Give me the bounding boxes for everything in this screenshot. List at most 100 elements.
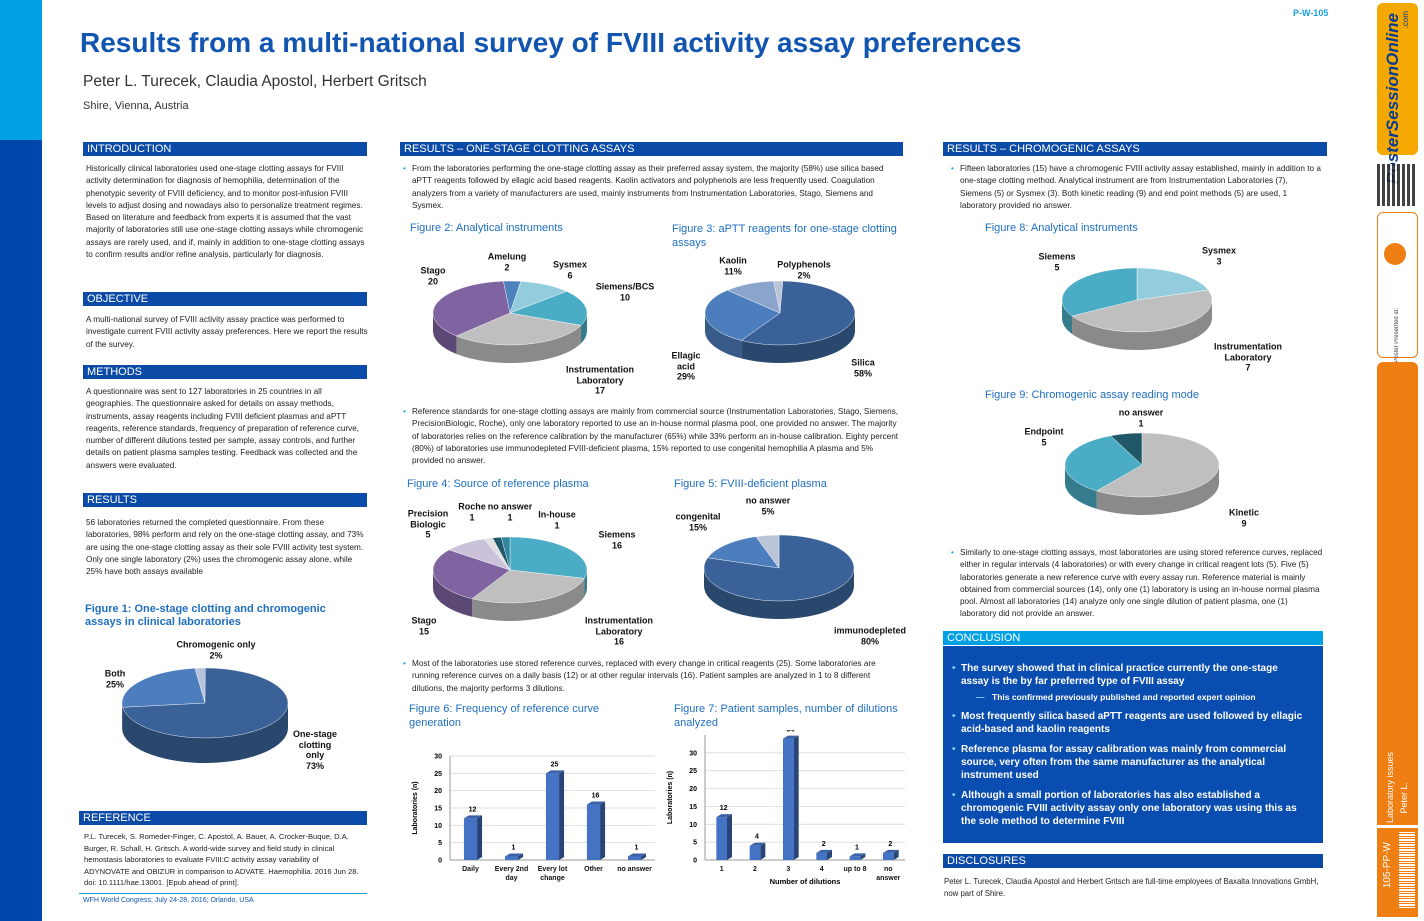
x-tick-label: 3: [786, 866, 791, 873]
pie-label-name: Ellagic acid: [671, 350, 701, 371]
pie-label-value: 6: [567, 270, 573, 280]
bar-top: [816, 849, 832, 853]
figure: Sysmex 3 Instrumentation Laboratory 7 Siemen…: [1010, 240, 1310, 385]
bar: [545, 773, 560, 860]
bar-value-label: 2: [888, 841, 892, 848]
pie-label: immunodepleted 80%: [830, 626, 910, 647]
bar-side: [641, 853, 647, 860]
pie-label-value: 20: [427, 276, 438, 286]
pie-label: no answer 5%: [738, 496, 798, 517]
pie-label-name: Instrumentation Laboratory: [565, 364, 634, 385]
figure-title: Figure 9: Chromogenic assay reading mode: [985, 389, 1200, 401]
id-box: 105-PP-W: [1377, 828, 1418, 917]
footer: WFH World Congress; July 24-28, 2016; Or…: [83, 897, 254, 904]
x-tick-label: 2: [753, 866, 757, 873]
pie-label-name: Polyphenols: [777, 259, 831, 270]
stripe: [0, 140, 42, 921]
bar-top: [586, 801, 606, 805]
figure-title: Figure 4: Source of reference plasma: [407, 478, 589, 490]
pie-label-name: Siemens: [598, 529, 636, 540]
pie-label: Precision Biologic 5: [403, 508, 453, 540]
pie-slice: [704, 290, 781, 341]
pie-label: Siemens 16: [577, 530, 657, 551]
bar-value-label: 1: [512, 845, 516, 852]
pie-label-name: Roche: [458, 501, 486, 512]
bar-side: [893, 849, 899, 860]
pie-label: Siemens/BCS 10: [585, 282, 665, 303]
bar-top: [627, 853, 647, 857]
pie-side: [1096, 465, 1219, 516]
figure: Kinetic 9 Endpoint 5 no answer 1: [1010, 400, 1310, 540]
bar-value-label: 12: [469, 806, 477, 813]
pie-label-value: 1: [507, 512, 513, 522]
chart: [1061, 267, 1213, 350]
bar: [716, 817, 727, 860]
poster-code: P-W-105: [1293, 8, 1329, 18]
figure-title: Figure 7: Patient samples, number of dil…: [674, 703, 898, 729]
bar-side: [600, 801, 606, 860]
figure: Chromogenic only 2% One-stage clotting onl…: [83, 635, 367, 785]
bar-side: [559, 770, 565, 860]
pie-side: [433, 313, 457, 354]
pie-side: [705, 313, 742, 359]
chart: 0 5 10 15 20 25 30 Laboratories (n) Number of di…: [667, 730, 905, 886]
bar-top: [463, 815, 483, 819]
pie-side: [704, 568, 854, 619]
x-tick-label: Daily: [462, 866, 479, 873]
x-tick-label: Every lot change: [537, 866, 568, 882]
figure: 0 5 10 15 20 25 30 Laboratories (n) 12 1 25 16 1 Dail…: [405, 730, 660, 890]
pie-label: Instrumentation Laboratory 16: [579, 615, 659, 647]
bar-value-label: 25: [551, 761, 559, 768]
bar-top: [749, 842, 766, 846]
pie-label-name: Silica: [851, 357, 875, 368]
bar: [816, 852, 827, 860]
pie-label: no answer 1: [1111, 408, 1171, 429]
bar: [504, 856, 519, 860]
bar-value-label: 12: [720, 805, 728, 812]
pie-label: Silica 58%: [823, 358, 903, 379]
pie-side: [122, 703, 123, 733]
pie-label-value: 73%: [305, 760, 324, 771]
x-tick-label: Other: [584, 866, 603, 873]
pie-label-name: Siemens/BCS: [595, 281, 655, 292]
brand-suffix: .com: [1401, 11, 1410, 29]
section-heading: DISCLOSURES: [943, 854, 1323, 868]
bar-value-label: 1: [635, 845, 639, 852]
pie-label-value: 3: [1216, 256, 1222, 266]
pie-label-name: no answer: [487, 501, 533, 512]
bar-side: [477, 815, 483, 860]
pie-side: [741, 313, 855, 364]
author-short: Peter L.: [1399, 782, 1409, 814]
chart: 0 5 10 15 20 25 30 Laboratories (n) 12 1 25 16 1: [412, 754, 655, 865]
chart: [121, 667, 289, 763]
pie-label-name: no answer: [1118, 407, 1164, 418]
pie-label-name: immunodepleted: [833, 625, 906, 636]
pie-label: Sysmex 6: [530, 260, 610, 281]
pie-slice: [1071, 289, 1213, 333]
chart: [432, 536, 588, 621]
pie-label: Instrumentation Laboratory 17: [560, 364, 640, 396]
footer-rule: [79, 893, 367, 894]
figure: immunodepleted 80% congenital 15% no answer 5…: [665, 495, 910, 655]
presented-box: Poster Presented at:: [1377, 212, 1418, 363]
pie-slice: [471, 569, 585, 604]
bar: [849, 856, 861, 860]
pie-label-name: Sysmex: [552, 259, 588, 270]
pie-label-name: In-house: [538, 509, 576, 520]
pie-label-name: Kinetic: [1228, 507, 1259, 518]
y-tick-label: 30: [434, 754, 442, 761]
qr-code: [1377, 164, 1417, 206]
figure: Siemens 16 Instrumentation Laboratory 16 Sta…: [400, 495, 665, 655]
bar-value-label: 1: [855, 844, 859, 851]
pie-label: Endpoint 5: [1004, 427, 1084, 448]
bullet: Most of the laboratories use stored refe…: [403, 658, 893, 695]
pie-label-name: Both: [104, 668, 126, 679]
pie-label: Chromogenic only 2%: [176, 640, 256, 661]
stripe-top: [0, 0, 42, 140]
pie-label-name: Instrumentation Laboratory: [584, 615, 653, 636]
pie-side: [580, 313, 587, 344]
pie-label-name: Precision Biologic: [407, 508, 449, 529]
bar-value-label: 16: [592, 793, 600, 800]
pie-slice: [1061, 267, 1138, 317]
